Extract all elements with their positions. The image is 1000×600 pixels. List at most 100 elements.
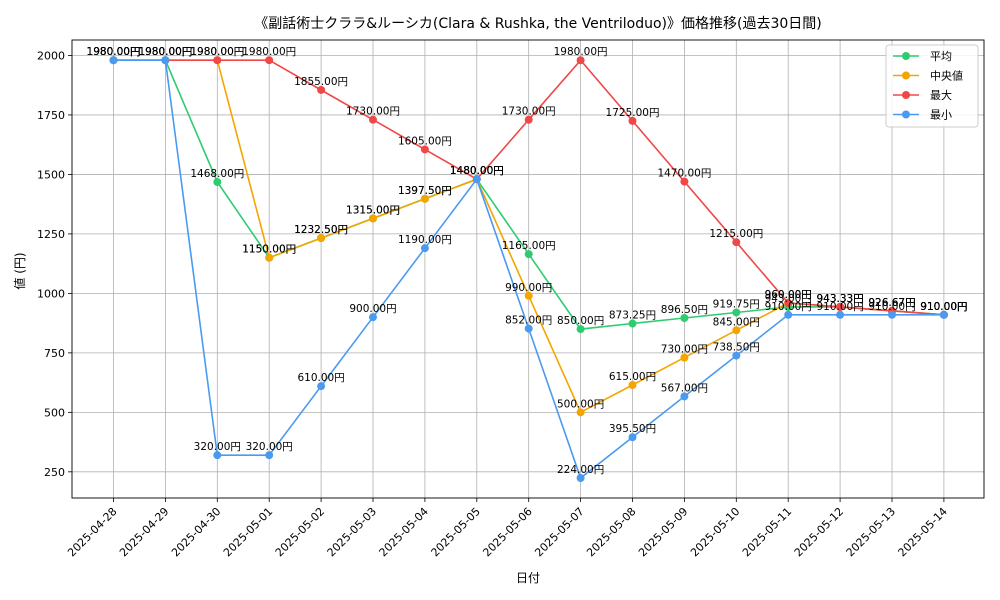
data-point xyxy=(628,380,637,389)
data-label: 1980.00円 xyxy=(87,46,141,58)
data-label: 320.00円 xyxy=(194,441,241,453)
data-point xyxy=(265,253,274,262)
data-point xyxy=(680,177,689,186)
data-label: 1215.00円 xyxy=(709,228,763,240)
data-point xyxy=(317,382,326,391)
data-point xyxy=(420,194,429,203)
data-label: 1480.00円 xyxy=(450,165,504,177)
data-label: 1730.00円 xyxy=(502,106,556,118)
x-tick-label: 2025-04-29 xyxy=(117,505,171,559)
data-point xyxy=(888,310,896,319)
data-point xyxy=(317,85,326,94)
data-label: 926.67円 xyxy=(868,297,915,309)
data-point xyxy=(265,56,274,65)
data-label: 1480.00円 xyxy=(450,165,504,177)
data-label: 1150.00円 xyxy=(242,244,296,256)
data-label: 1730.00円 xyxy=(346,106,400,118)
data-point xyxy=(576,408,585,417)
data-point xyxy=(524,115,533,124)
x-tick-label: 2025-05-04 xyxy=(377,505,431,559)
x-axis-ticks: 2025-04-282025-04-292025-04-302025-05-01… xyxy=(65,498,950,559)
data-point xyxy=(732,308,741,317)
x-axis-label: 日付 xyxy=(516,571,540,585)
data-label: 1468.00円 xyxy=(190,168,244,180)
data-point xyxy=(420,145,429,154)
data-point xyxy=(524,324,533,333)
data-label: 960.00円 xyxy=(765,289,812,301)
data-point xyxy=(628,433,637,442)
y-axis-label: 値 (円) xyxy=(12,252,27,289)
x-tick-label: 2025-05-06 xyxy=(480,505,534,559)
data-label: 500.00円 xyxy=(557,398,604,410)
data-label: 615.00円 xyxy=(609,371,656,383)
data-label: 1232.50円 xyxy=(294,224,348,236)
data-label: 910.00円 xyxy=(868,301,915,313)
x-tick-label: 2025-04-28 xyxy=(65,505,119,559)
data-label: 395.50円 xyxy=(609,423,656,435)
data-point xyxy=(524,291,533,300)
data-label: 1315.00円 xyxy=(346,204,400,216)
data-label: 1980.00円 xyxy=(87,46,141,58)
data-label: 1980.00円 xyxy=(242,46,296,58)
data-label: 919.75円 xyxy=(713,298,760,310)
data-label: 910.00円 xyxy=(920,301,967,313)
y-tick-label: 1500 xyxy=(37,168,65,181)
x-tick-label: 2025-05-11 xyxy=(740,505,794,559)
plot-area-frame xyxy=(71,39,985,499)
data-label: 943.33円 xyxy=(816,293,863,305)
data-point xyxy=(213,178,222,187)
data-label: 1190.00円 xyxy=(398,234,452,246)
data-label: 850.00円 xyxy=(557,315,604,327)
grid-lines xyxy=(72,40,984,498)
data-point xyxy=(784,310,793,319)
x-tick-label: 2025-05-05 xyxy=(429,505,483,559)
data-point xyxy=(836,302,845,311)
data-label: 845.00円 xyxy=(713,316,760,328)
data-label: 960.00円 xyxy=(765,289,812,301)
data-point xyxy=(576,56,585,65)
data-point xyxy=(836,310,845,319)
data-label: 1480.00円 xyxy=(450,165,504,177)
y-tick-label: 1000 xyxy=(37,287,65,300)
data-label: 910.00円 xyxy=(765,301,812,313)
data-point xyxy=(109,56,118,65)
data-label: 738.50円 xyxy=(713,342,760,354)
data-label: 900.00円 xyxy=(349,303,396,315)
data-point xyxy=(576,474,585,483)
x-tick-label: 2025-05-10 xyxy=(688,505,742,559)
data-point xyxy=(317,234,326,243)
x-tick-label: 2025-05-09 xyxy=(636,505,690,559)
data-point xyxy=(161,56,170,65)
data-label: 320.00円 xyxy=(246,441,293,453)
legend-entry: 平均 xyxy=(930,50,952,63)
legend-entry: 中央値 xyxy=(930,70,963,83)
data-label: 1980.00円 xyxy=(138,46,192,58)
data-point xyxy=(369,313,377,322)
legend-swatch-marker xyxy=(902,71,910,80)
data-label: 896.50円 xyxy=(661,304,708,316)
x-tick-label: 2025-05-13 xyxy=(844,505,898,559)
legend-swatch-marker xyxy=(902,52,910,60)
y-tick-label: 1750 xyxy=(37,109,65,122)
data-point xyxy=(213,451,222,460)
x-tick-label: 2025-05-12 xyxy=(792,505,846,559)
data-point xyxy=(680,314,689,323)
data-point xyxy=(732,351,741,360)
data-label: 1232.50円 xyxy=(294,224,348,236)
x-tick-label: 2025-05-07 xyxy=(532,505,586,559)
data-label: 1980.00円 xyxy=(138,46,192,58)
series-lines xyxy=(109,56,948,483)
data-label: 1315.00円 xyxy=(346,204,400,216)
data-label: 1397.50円 xyxy=(398,185,452,197)
data-point xyxy=(732,238,741,247)
data-point xyxy=(628,116,637,125)
y-tick-label: 2000 xyxy=(37,49,65,62)
chart-title: 《副話術士クララ&ルーシカ(Clara & Rushka, the Ventri… xyxy=(254,15,822,32)
data-label: 943.33円 xyxy=(816,293,863,305)
data-label: 852.00円 xyxy=(505,315,552,327)
data-label: 1397.50円 xyxy=(398,185,452,197)
data-label: 1150.00円 xyxy=(242,244,296,256)
x-tick-label: 2025-05-08 xyxy=(584,505,638,559)
x-tick-label: 2025-05-14 xyxy=(896,505,950,559)
